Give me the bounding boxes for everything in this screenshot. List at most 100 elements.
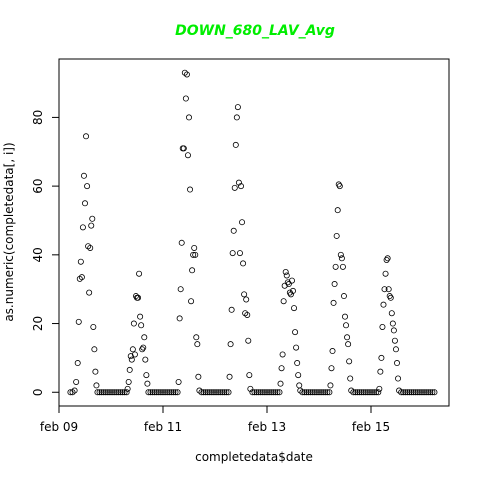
data-point — [113, 389, 120, 396]
data-point — [153, 389, 160, 396]
data-point — [157, 389, 164, 396]
data-points — [67, 69, 438, 396]
data-point — [109, 389, 116, 396]
data-point — [346, 358, 353, 365]
data-point — [137, 313, 144, 320]
data-point — [344, 334, 351, 341]
data-point — [249, 389, 256, 396]
data-point — [92, 368, 99, 375]
data-point — [204, 389, 211, 396]
data-point — [80, 172, 87, 179]
data-point — [380, 301, 387, 308]
data-point — [313, 389, 320, 396]
data-point — [376, 385, 383, 392]
data-point — [206, 389, 213, 396]
data-point — [390, 327, 397, 334]
data-point — [382, 270, 389, 277]
data-point — [210, 389, 217, 396]
data-point — [406, 389, 413, 396]
data-point — [125, 378, 132, 385]
data-point — [176, 315, 183, 322]
data-point — [74, 360, 81, 367]
data-point — [234, 104, 241, 111]
data-point — [229, 250, 236, 257]
data-point — [93, 382, 100, 389]
data-point — [421, 389, 428, 396]
data-point — [347, 375, 354, 382]
data-point — [284, 279, 291, 286]
data-point — [168, 389, 175, 396]
data-point — [305, 389, 312, 396]
data-point — [366, 389, 373, 396]
data-point — [90, 323, 97, 330]
data-point — [429, 389, 436, 396]
chart-title: DOWN_680_LAV_Avg — [175, 23, 335, 39]
data-point — [326, 389, 333, 396]
data-point — [242, 310, 249, 317]
data-point — [77, 258, 84, 265]
data-point — [369, 389, 376, 396]
data-point — [246, 372, 253, 379]
data-point — [373, 389, 380, 396]
data-point — [303, 389, 310, 396]
data-point — [294, 360, 301, 367]
data-point — [307, 389, 314, 396]
data-point — [412, 389, 419, 396]
data-point — [226, 373, 233, 380]
data-point — [100, 389, 107, 396]
data-point — [172, 389, 179, 396]
data-point — [192, 251, 199, 258]
data-point — [398, 389, 405, 396]
data-point — [297, 387, 304, 394]
data-point — [177, 286, 184, 293]
data-point — [82, 200, 89, 207]
data-point — [241, 291, 248, 298]
data-point — [240, 260, 247, 267]
data-point — [354, 389, 361, 396]
data-point — [378, 354, 385, 361]
data-point — [139, 346, 146, 353]
data-point — [244, 311, 251, 318]
data-point — [190, 251, 197, 258]
data-point — [175, 378, 182, 385]
data-point — [184, 152, 191, 159]
data-point — [277, 380, 284, 387]
data-point — [83, 133, 90, 140]
data-point — [131, 351, 138, 358]
data-point — [285, 281, 292, 288]
data-point — [392, 346, 399, 353]
data-point — [117, 389, 124, 396]
data-point — [198, 389, 205, 396]
data-point — [418, 389, 425, 396]
data-point — [189, 267, 196, 274]
data-point — [286, 289, 293, 296]
data-point — [279, 351, 286, 358]
data-point — [408, 389, 415, 396]
data-point — [393, 360, 400, 367]
data-point — [141, 334, 148, 341]
data-point — [296, 382, 303, 389]
data-point — [287, 291, 294, 298]
data-point — [129, 346, 136, 353]
data-point — [145, 389, 152, 396]
data-point — [183, 71, 190, 78]
data-point — [416, 389, 423, 396]
data-point — [94, 389, 101, 396]
data-point — [371, 389, 378, 396]
data-point — [166, 389, 173, 396]
data-point — [236, 250, 243, 257]
data-point — [257, 389, 264, 396]
data-point — [293, 344, 300, 351]
data-point — [106, 389, 113, 396]
plot-frame — [58, 58, 450, 407]
data-point — [174, 389, 181, 396]
data-point — [253, 389, 260, 396]
data-point — [104, 389, 111, 396]
data-point — [339, 263, 346, 270]
data-point — [270, 389, 277, 396]
data-point — [223, 389, 230, 396]
data-point — [334, 207, 341, 214]
data-point — [193, 334, 200, 341]
data-point — [386, 293, 393, 300]
